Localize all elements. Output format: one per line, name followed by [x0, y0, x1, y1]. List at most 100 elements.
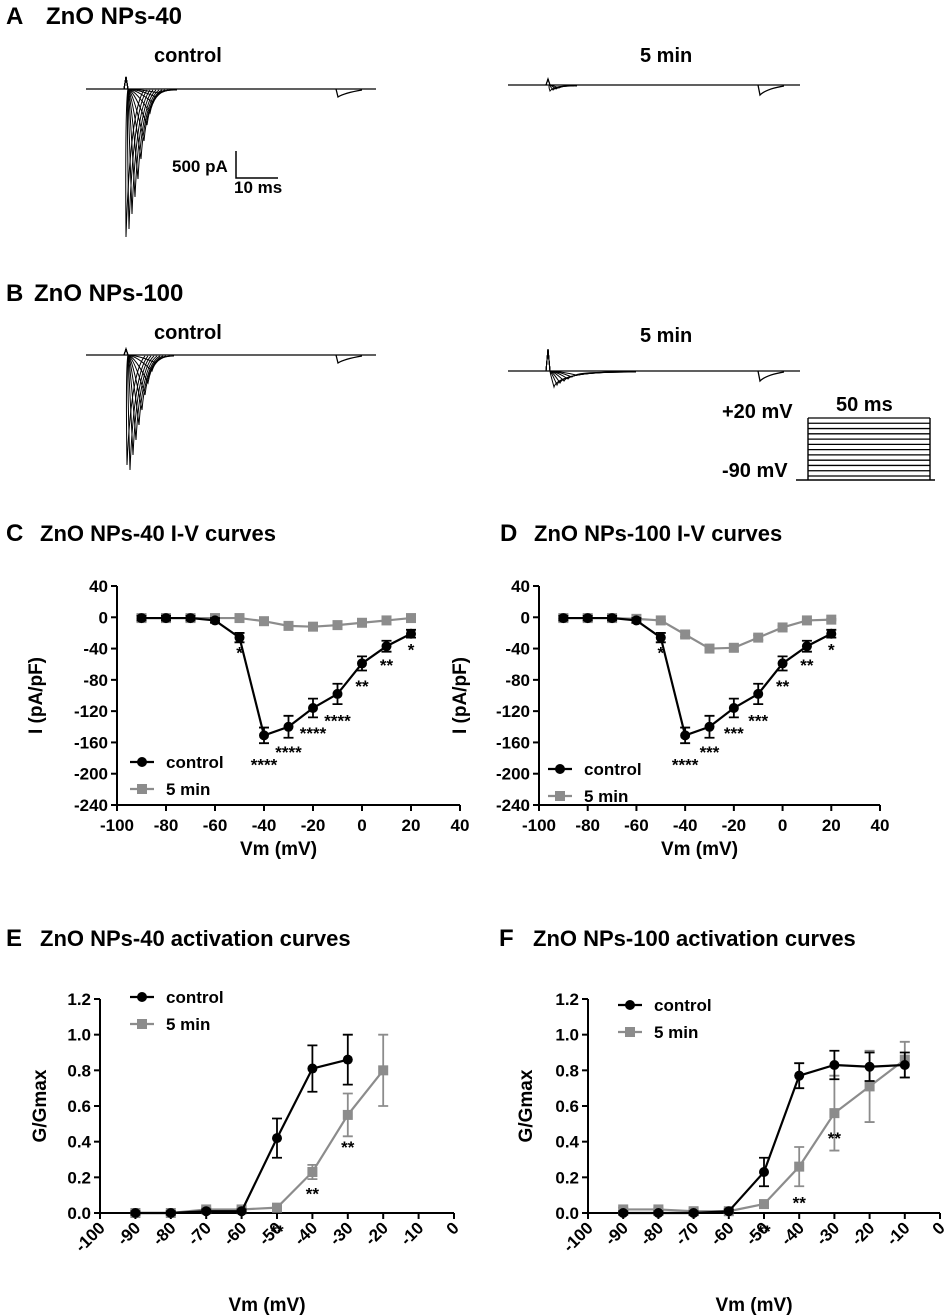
data-point [406, 613, 416, 624]
x-tick-label: 0 [778, 816, 787, 835]
protocol-steps [796, 417, 935, 481]
data-point [381, 641, 392, 652]
data-point [357, 658, 367, 669]
data-point [165, 1208, 176, 1218]
legend-marker [137, 757, 147, 767]
significance-marker: * [657, 643, 664, 662]
x-tick-label: -100 [559, 1218, 596, 1255]
x-tick-label: 0 [443, 1218, 463, 1238]
x-axis-label: Vm (mV) [661, 839, 738, 860]
scale-bar-lines [235, 151, 278, 179]
legend-label: control [654, 996, 712, 1015]
data-point [723, 1206, 734, 1217]
x-tick-label: 20 [402, 816, 421, 835]
significance-marker: ** [800, 656, 814, 675]
x-tick-label: -80 [149, 1218, 180, 1249]
current-trace [123, 76, 154, 198]
series-line-control [563, 616, 832, 737]
y-tick-label: -80 [505, 671, 530, 690]
x-axis-label: Vm (mV) [715, 1295, 792, 1316]
chart-title: ZnO NPs-100 activation curves [533, 926, 856, 951]
data-point [234, 613, 245, 624]
data-point [161, 613, 171, 624]
y-tick-label: -240 [74, 796, 108, 815]
legend-label: 5 min [166, 780, 210, 799]
y-tick-label: 0.0 [67, 1204, 91, 1223]
y-tick-label: -160 [496, 733, 530, 752]
scale-bar-current-label: 500 pA [172, 157, 228, 176]
x-tick-label: -20 [301, 816, 326, 835]
y-tick-label: 0.8 [67, 1061, 91, 1080]
data-point [899, 1059, 910, 1070]
significance-marker: ** [757, 1222, 771, 1241]
panel-a: A ZnO NPs-40 control 5 min 500 pA 10 ms [6, 3, 800, 238]
x-tick-label: -20 [722, 816, 747, 835]
data-point [201, 1206, 212, 1217]
y-tick-label: 0.8 [555, 1061, 579, 1080]
significance-marker: ** [341, 1138, 355, 1157]
protocol-top-voltage-label: +20 mV [722, 401, 793, 423]
x-tick-label: 0 [357, 816, 366, 835]
x-tick-label: -90 [113, 1218, 144, 1249]
scale-bar-time-label: 10 ms [234, 178, 282, 197]
y-tick-label: -200 [74, 765, 108, 784]
data-point [753, 632, 764, 643]
data-point [558, 613, 569, 624]
data-point [582, 613, 593, 624]
x-tick-label: -40 [252, 816, 277, 835]
x-tick-label: -80 [636, 1218, 667, 1249]
panel-b-5min-traces [508, 348, 800, 389]
data-point [332, 688, 343, 699]
significance-marker: * [236, 643, 243, 662]
y-tick-label: -120 [74, 702, 108, 721]
data-point [753, 688, 764, 699]
panel-letter: F [499, 925, 514, 952]
data-point [308, 621, 318, 632]
data-point [794, 1070, 805, 1081]
legend-marker [625, 1027, 635, 1037]
chart-f: F ZnO NPs-100 activation curves 0.0 0.2 0.4 0… [499, 925, 944, 1316]
current-trace [123, 76, 157, 180]
y-tick-label: 1.2 [67, 990, 91, 1009]
significance-marker: *** [724, 724, 744, 743]
legend-label: 5 min [654, 1023, 698, 1042]
protocol-duration-label: 50 ms [836, 394, 893, 416]
x-tick-label: -20 [848, 1218, 879, 1249]
panel-b-5min-label: 5 min [640, 325, 692, 347]
series-line-control [623, 1063, 905, 1215]
data-point [728, 642, 739, 653]
current-trace [545, 348, 625, 382]
series-line-5-min [141, 616, 412, 628]
x-tick-label: -10 [397, 1218, 428, 1249]
y-tick-label: 0.4 [555, 1133, 579, 1152]
data-point [826, 614, 837, 625]
y-tick-label: 0 [521, 608, 530, 627]
significance-marker: ** [355, 677, 369, 696]
current-trace [545, 348, 621, 385]
panel-letter-a: A [6, 3, 23, 30]
data-point [283, 620, 294, 631]
legend-label: control [584, 760, 642, 779]
panel-a-5min-traces [508, 77, 800, 97]
x-tick-label: -40 [290, 1218, 321, 1249]
significance-marker: * [408, 640, 415, 659]
significance-marker: **** [300, 724, 327, 743]
y-tick-label: 0.2 [67, 1168, 91, 1187]
data-point [680, 629, 691, 640]
data-point [381, 615, 392, 626]
data-point [655, 615, 666, 626]
x-tick-label: -80 [575, 816, 600, 835]
significance-marker: **** [275, 743, 302, 762]
current-trace [545, 348, 618, 387]
y-tick-label: -200 [496, 765, 530, 784]
data-point [607, 613, 618, 624]
data-point [801, 615, 812, 626]
data-point [794, 1161, 805, 1172]
y-tick-label: 0.0 [555, 1204, 579, 1223]
data-point [864, 1081, 875, 1092]
current-trace [545, 77, 578, 89]
data-point [307, 1063, 318, 1074]
data-point [728, 703, 739, 714]
legend-marker [137, 992, 147, 1002]
